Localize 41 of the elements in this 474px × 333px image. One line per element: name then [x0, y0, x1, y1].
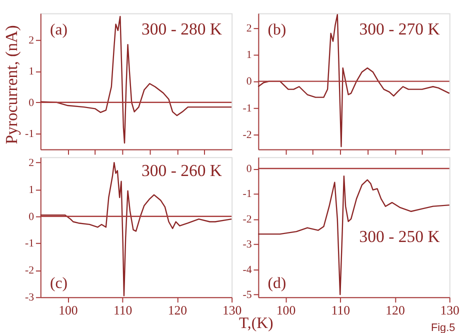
y-tick-label: -5 [242, 289, 252, 302]
x-tick-label: 100 [58, 303, 78, 318]
annotation: (d) [268, 275, 286, 292]
y-tick-label: 1 [246, 49, 252, 62]
line-series [258, 175, 450, 296]
y-tick-label: 2 [28, 157, 34, 170]
y-tick-label: -1 [24, 128, 34, 140]
y-tick-label: 0 [246, 162, 252, 175]
y-tick-label: 0 [28, 96, 34, 109]
annotation: 300 - 250 K [359, 226, 440, 246]
y-axis-title: Pyrocurrent, (nA) [2, 25, 22, 144]
y-tick-label: -2 [24, 264, 34, 277]
y-tick-label: -1 [242, 102, 252, 114]
y-tick-label: 2 [28, 34, 34, 46]
y-tick-label: -2 [242, 129, 252, 142]
y-tick-label: 1 [28, 66, 34, 78]
annotation: 300 - 260 K [142, 161, 222, 180]
y-tick-label: -4 [242, 264, 252, 276]
y-tick-label: 0 [28, 210, 34, 223]
x-axis-title: T,(K) [238, 315, 274, 332]
x-tick-label: 120 [168, 303, 188, 318]
annotation: 300 - 280 K [142, 20, 222, 39]
x-tick-label: 130 [222, 303, 242, 318]
y-tick-label: -2 [242, 213, 252, 226]
x-tick-label: 120 [386, 303, 405, 318]
y-tick-label: -1 [242, 188, 252, 200]
y-tick-label: 2 [246, 22, 252, 34]
y-tick-label: 1 [28, 184, 34, 196]
annotation: (a) [50, 22, 68, 39]
caption: Fig.5 [431, 322, 456, 333]
y-tick-label: -1 [24, 238, 34, 250]
x-tick-label: 100 [276, 303, 296, 318]
y-tick-label: -3 [242, 238, 252, 251]
annotation: (c) [50, 275, 68, 292]
x-tick-label: 110 [113, 303, 132, 318]
x-tick-label: 130 [440, 303, 460, 318]
annotation: (b) [268, 22, 286, 39]
annotation: 300 - 270 K [359, 20, 440, 39]
y-tick-label: -3 [24, 292, 34, 304]
y-tick-label: 0 [246, 76, 252, 88]
x-tick-label: 110 [331, 303, 350, 318]
